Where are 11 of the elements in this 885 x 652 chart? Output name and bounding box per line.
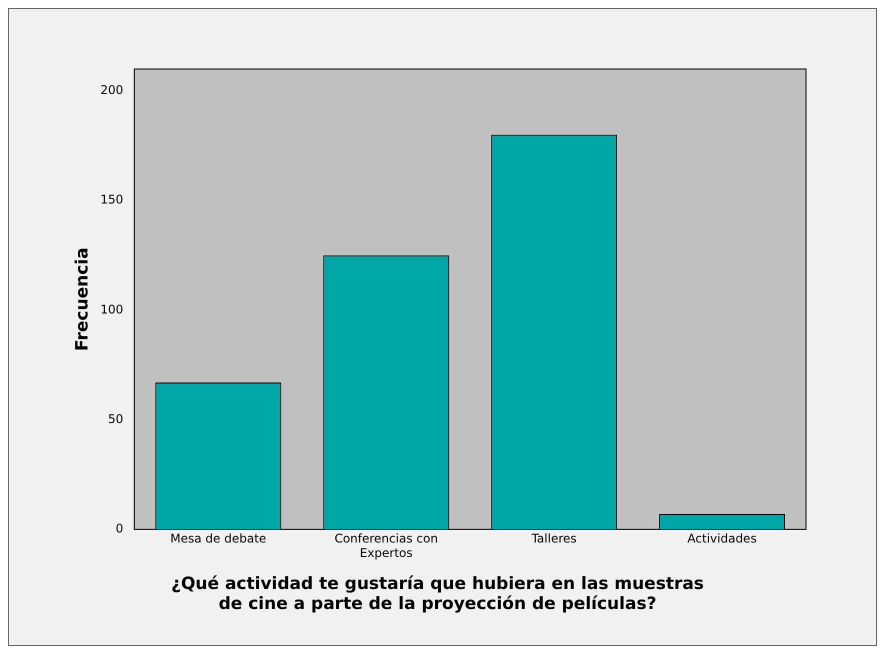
y-tick-label: 100 — [100, 302, 124, 316]
y-tick-label: 0 — [116, 522, 124, 536]
x-tick-label: Conferencias con Expertos — [334, 532, 438, 560]
y-axis-title: Frecuencia — [72, 247, 93, 352]
y-tick-label: 50 — [108, 412, 124, 426]
x-tick-label: Talleres — [530, 532, 577, 546]
x-axis-title: ¿Qué actividad te gustaría que hubiera en las muestras de cine a parte de la proyección de películas? — [171, 574, 704, 614]
x-tick-label: Mesa de debate — [170, 532, 266, 546]
y-tick-label: 200 — [100, 83, 124, 98]
x-tick-label: Actividades — [687, 532, 757, 546]
y-tick-label: 150 — [100, 192, 124, 207]
